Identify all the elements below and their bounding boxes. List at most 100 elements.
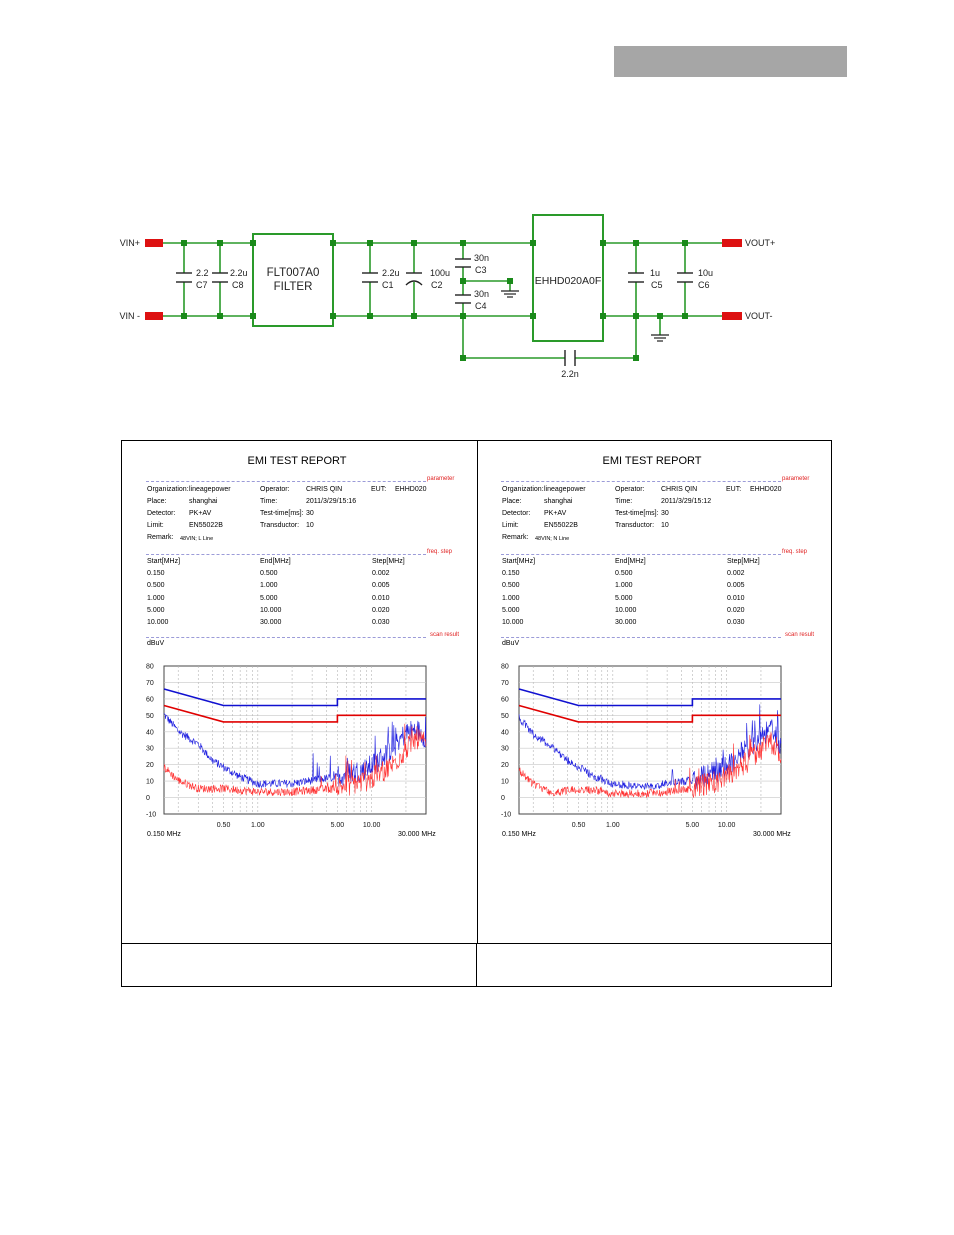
junction-node	[250, 240, 256, 246]
y-tick-label: 80	[501, 664, 509, 671]
scan-trace-average	[518, 732, 782, 799]
freq-cell: 5.000	[147, 606, 165, 614]
y-tick-label: 20	[146, 762, 154, 769]
cap-c2-value: 100u	[430, 268, 450, 278]
cap-c3-value: 30n	[474, 253, 489, 263]
freq-cell: 10.000	[260, 606, 282, 614]
freq-header-step: Step[MHz]	[372, 558, 405, 565]
freq-cell: 5.000	[615, 594, 633, 602]
eut-value: EHHD020	[750, 486, 782, 493]
section-scan-label: scan result	[785, 632, 815, 638]
emi-chart: 80 70 60 50 40 30 20 10 0 -10 0.50 1.00 5.00 10.00	[501, 664, 782, 829]
time-label: Time:	[615, 498, 633, 505]
qp-limit-line	[163, 688, 426, 707]
place-value: shanghai	[189, 498, 218, 505]
junction-node	[181, 240, 187, 246]
vout-plus-label: VOUT+	[745, 238, 775, 248]
freq-cell: 0.150	[502, 570, 520, 577]
terminals	[145, 239, 742, 320]
freq-cell: 1.000	[147, 594, 165, 602]
junction-node	[600, 313, 606, 319]
junction-node	[217, 240, 223, 246]
avg-limit-line	[163, 704, 426, 723]
organization-value: lineagepower	[189, 486, 231, 493]
divider-freq	[146, 554, 426, 555]
junction-node	[460, 278, 466, 284]
limit-value: EN55022B	[544, 522, 578, 529]
emi-report-right: EMI TEST REPORT parameter Organization: …	[477, 441, 832, 943]
eut-label: EUT:	[726, 486, 742, 493]
transductor-value: 10	[661, 522, 669, 529]
freq-cell: 0.020	[727, 606, 745, 614]
freq-header-step: Step[MHz]	[727, 558, 760, 565]
x-tick-label: 10.00	[718, 822, 736, 829]
junction-node	[181, 313, 187, 319]
detector-value: PK+AV	[544, 510, 567, 517]
organization-label: Organization:	[502, 486, 544, 493]
junction-node	[600, 240, 606, 246]
cap-c6-value: 10u	[698, 268, 713, 278]
y-tick-label: 60	[501, 696, 509, 703]
remark-label: Remark:	[147, 534, 174, 541]
remark-value: 48VIN; L Line	[180, 536, 214, 542]
detector-label: Detector:	[502, 510, 531, 517]
y-tick-label: 80	[146, 664, 154, 671]
transductor-label: Transductor:	[260, 522, 300, 529]
cap-c7-ref: C7	[196, 280, 208, 290]
eut-label: EUT:	[371, 486, 387, 493]
freq-header-start: Start[MHz]	[147, 558, 181, 565]
ground-icon	[501, 290, 669, 342]
vin-plus-label: VIN+	[120, 238, 140, 248]
place-label: Place:	[502, 498, 522, 505]
junction-node	[367, 313, 373, 319]
divider-parameter	[501, 481, 781, 482]
freq-cell: 10.000	[502, 619, 524, 627]
x-end-label: 30.000 MHz	[753, 831, 791, 838]
y-tick-label: 10	[501, 779, 509, 786]
y-tick-label: 30	[501, 746, 509, 753]
report-footer-row	[122, 943, 831, 987]
transductor-label: Transductor:	[615, 522, 655, 529]
x-tick-label: 0.50	[572, 822, 586, 829]
junction-node	[530, 313, 536, 319]
x-tick-label: 1.00	[251, 822, 265, 829]
cap-c4-ref: C4	[475, 301, 487, 311]
junction-node	[507, 278, 513, 284]
remark-label: Remark:	[502, 534, 529, 541]
transductor-value: 10	[306, 522, 314, 529]
module-block	[532, 214, 604, 342]
detector-value: PK+AV	[189, 510, 212, 517]
junction-node	[530, 240, 536, 246]
operator-value: CHRIS QIN	[306, 486, 343, 493]
organization-value: lineagepower	[544, 486, 586, 493]
section-freq-label: freq. step	[782, 549, 808, 555]
junction-node	[411, 313, 417, 319]
freq-cell: 30.000	[260, 619, 282, 627]
header-gray-bar	[614, 46, 847, 77]
electrolytic-plate	[405, 280, 423, 286]
freq-cell: 0.005	[372, 582, 390, 590]
freq-header-start: Start[MHz]	[502, 558, 536, 565]
module-label: EHHD020A0F	[535, 275, 602, 287]
filter-block	[252, 233, 334, 327]
y-tick-label: 40	[146, 729, 154, 736]
y-tick-label: 10	[146, 779, 154, 786]
cap-c6-ref: C6	[698, 280, 710, 290]
freq-cell: 0.500	[615, 570, 633, 577]
y-tick-label: 0	[501, 795, 505, 802]
filter-label-2: FILTER	[274, 281, 313, 293]
freq-cell: 0.030	[727, 619, 745, 627]
cap-c1-value: 2.2u	[382, 268, 400, 278]
emi-chart: 80 70 60 50 40 30 20 10 0 -10 0.50 1.00 5.00 10.00	[146, 664, 427, 829]
y-tick-label: 70	[146, 680, 154, 687]
capacitor-plates	[176, 258, 693, 366]
freq-cell: 1.000	[260, 582, 278, 590]
eut-value: EHHD020	[395, 486, 427, 493]
vin-minus-label: VIN -	[119, 311, 140, 321]
freq-cell: 30.000	[615, 619, 637, 627]
report-title: EMI TEST REPORT	[602, 455, 702, 467]
cap-c5-ref: C5	[651, 280, 663, 290]
time-value: 2011/3/29/15:12	[661, 498, 712, 505]
junction-node	[460, 313, 466, 319]
junction-nodes	[181, 240, 688, 361]
